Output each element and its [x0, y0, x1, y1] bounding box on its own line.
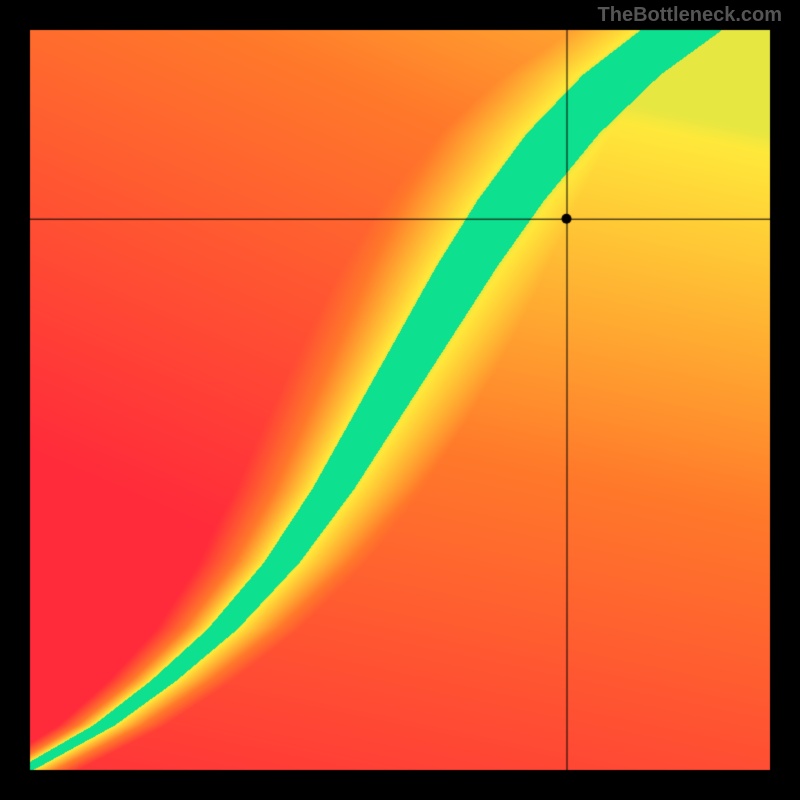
- chart-container: { "attribution": "TheBottleneck.com", "c…: [0, 0, 800, 800]
- bottleneck-heatmap: [0, 0, 800, 800]
- attribution-text: TheBottleneck.com: [598, 4, 782, 27]
